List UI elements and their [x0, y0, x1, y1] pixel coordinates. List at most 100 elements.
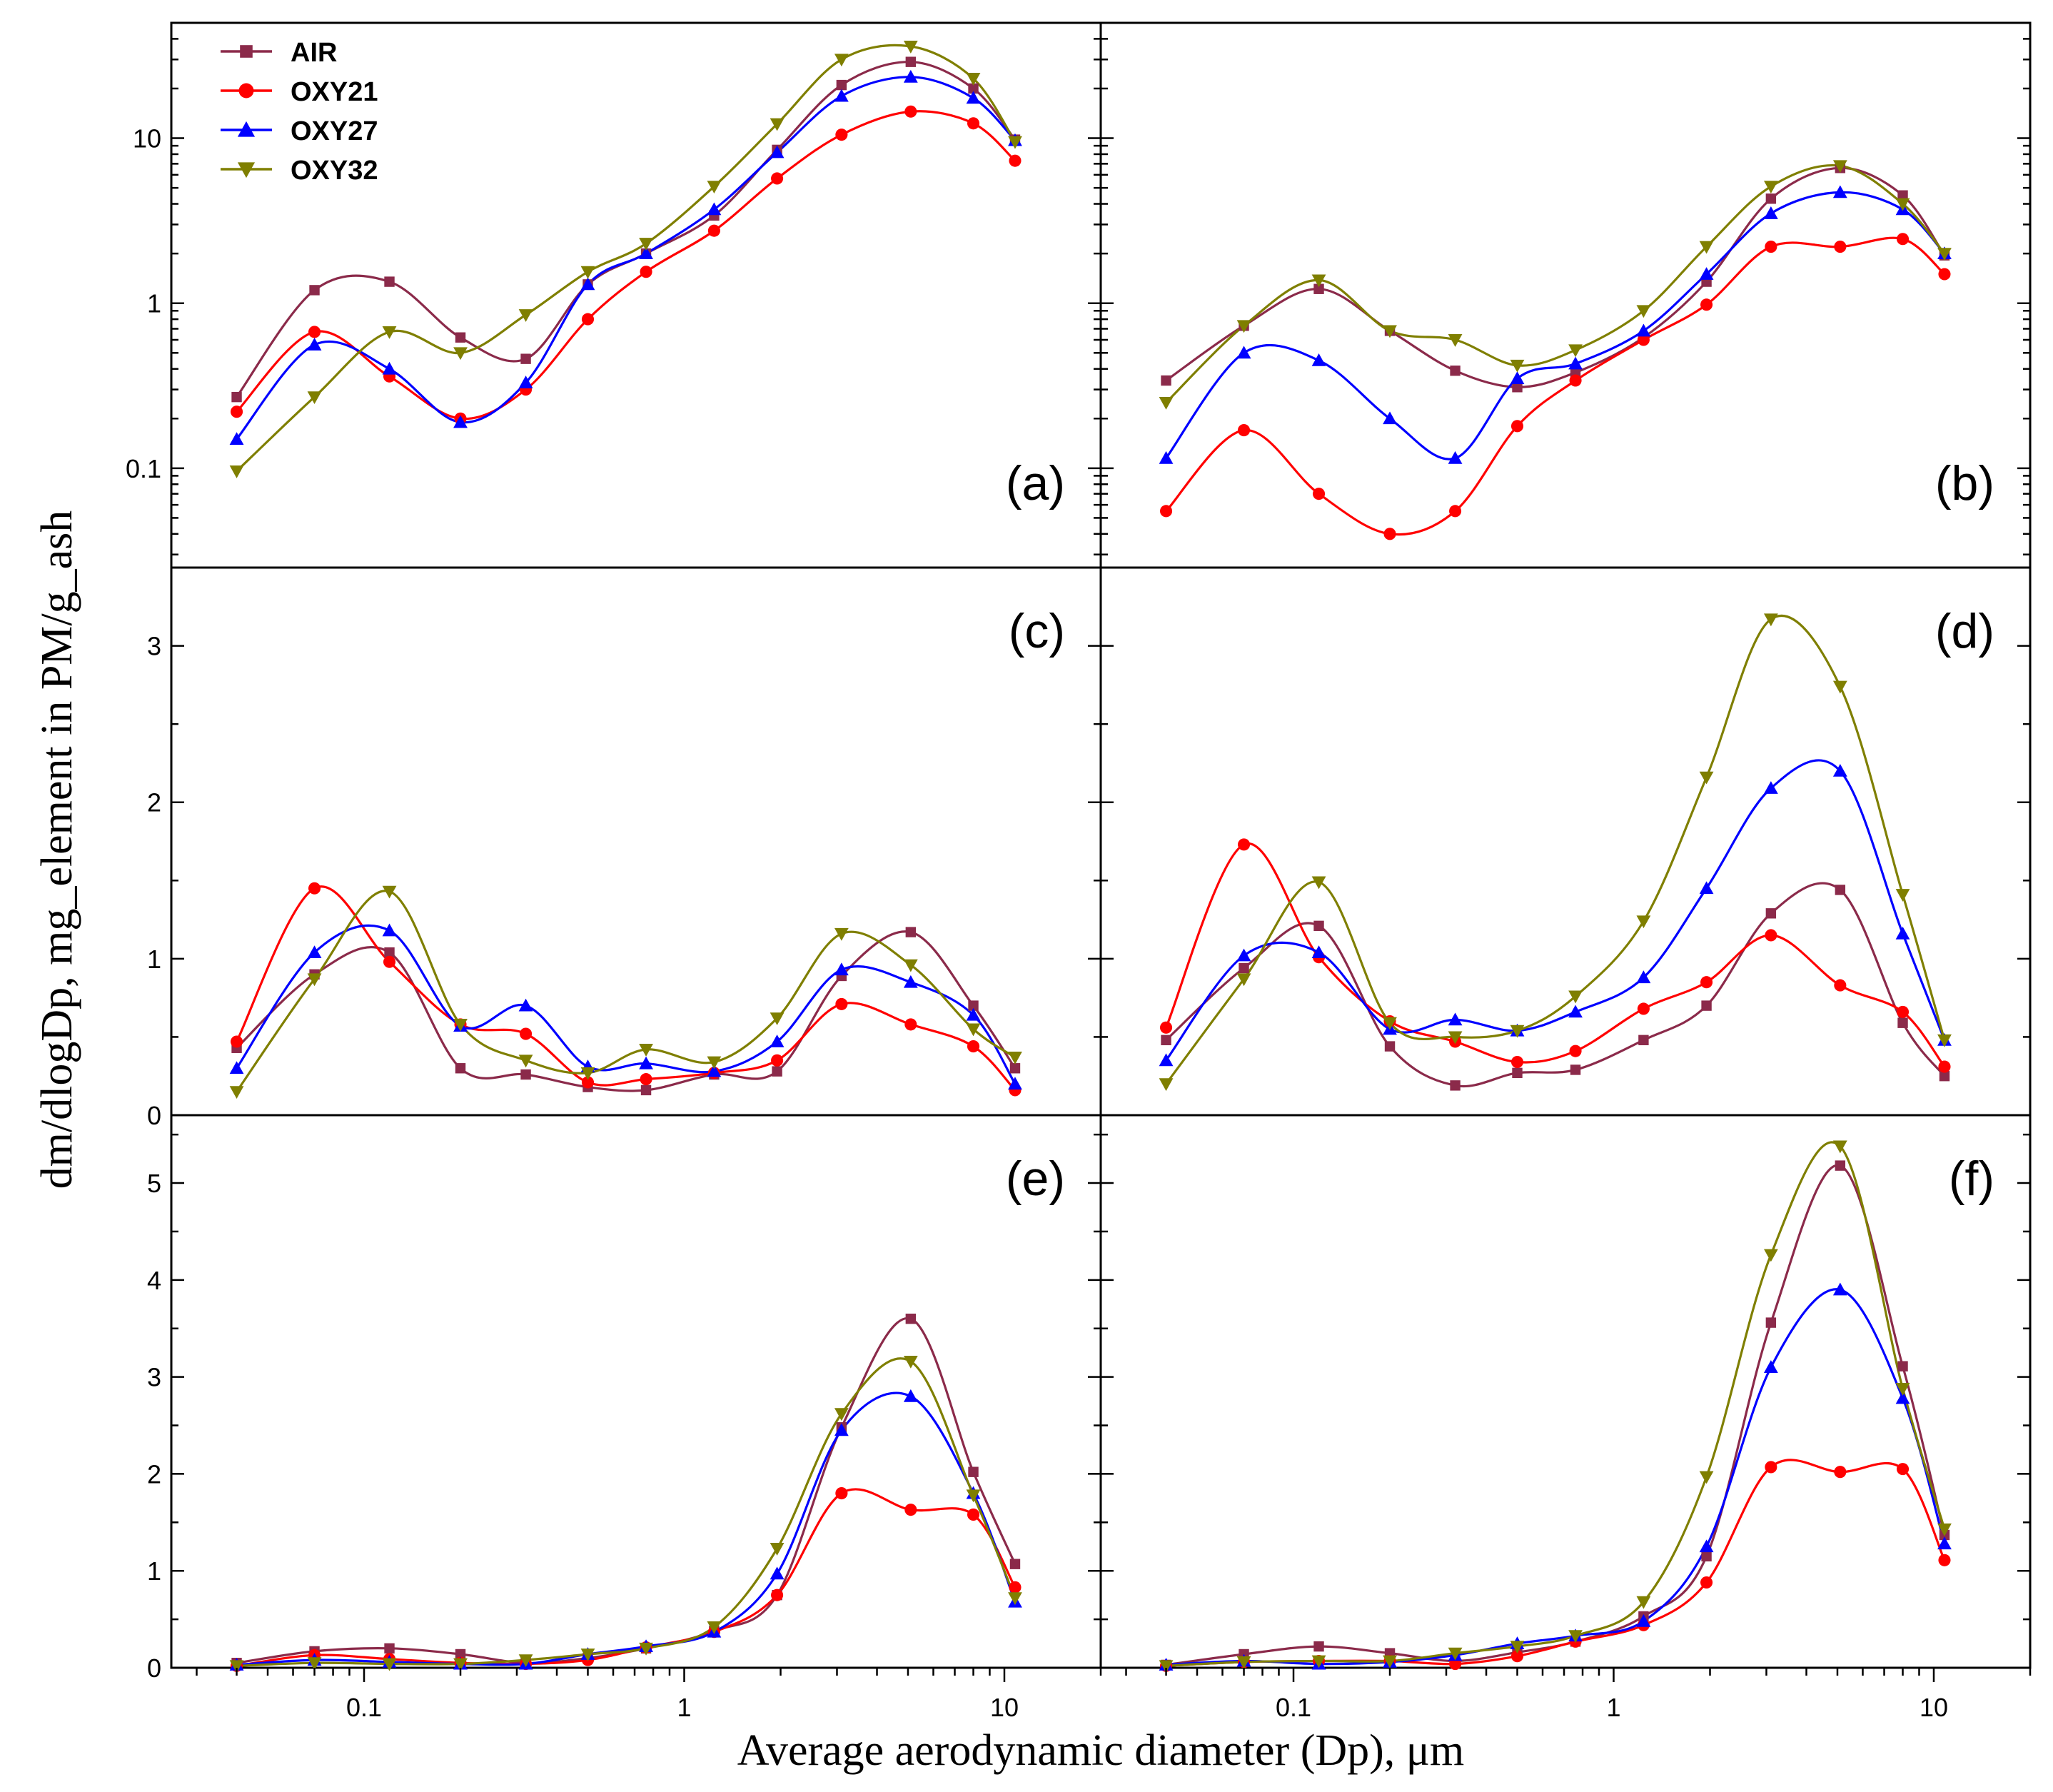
panel-a-series-air-point — [905, 56, 917, 67]
panel-d-series-oxy27-point — [1159, 1053, 1174, 1067]
panel-c-y-tick-label: 0 — [147, 1101, 161, 1130]
panel-a-series-oxy32-point — [707, 181, 722, 194]
panel-d-series-oxy21-point — [1510, 1055, 1524, 1069]
panel-e-y-tick-label: 5 — [147, 1169, 161, 1198]
panel-d-series-air-point — [1161, 1035, 1171, 1046]
panel-c-series-oxy32-point — [580, 1067, 595, 1080]
panel-e-y-tick-label: 1 — [147, 1556, 161, 1586]
panel-c-series-oxy27-line — [236, 924, 1017, 1085]
panel-d-series-oxy21-point — [1159, 1021, 1173, 1034]
panel-c-series-oxy32-point — [770, 1012, 785, 1026]
panel-d-series-oxy21-point — [1834, 979, 1847, 992]
panel-d-series-air-point — [1570, 1064, 1581, 1075]
panel-b-series-oxy21-point — [1834, 241, 1847, 253]
panel-c-series-oxy21-point — [904, 1018, 917, 1031]
panel-a-series-air-point — [309, 285, 320, 296]
panel-c-series-oxy27-point — [639, 1056, 653, 1069]
panel-b-series-oxy32-point — [1832, 160, 1847, 173]
panel-c-series-oxy27-point — [903, 975, 918, 988]
panel-f-frame — [1099, 1114, 2032, 1669]
panel-a-series-oxy32-point — [903, 41, 918, 54]
panel-b-series-oxy32-point — [1699, 241, 1714, 254]
panel-a-series-oxy32-point — [580, 266, 595, 279]
panel-a-series-oxy21-point — [771, 172, 784, 185]
panel-a-series-oxy27-point — [903, 69, 918, 83]
panel-c-series-oxy27-point — [1008, 1077, 1022, 1090]
panel-a-series-oxy32-point — [834, 54, 849, 67]
panel-a-series-oxy21-point — [967, 117, 980, 130]
panel-f-series-oxy21-point — [1896, 1463, 1910, 1476]
panel-e-series-oxy27-point — [834, 1423, 849, 1436]
panel-c-series-oxy32-point — [453, 1018, 468, 1032]
panel-d-series-oxy27-point — [1448, 1012, 1463, 1026]
panel-c-series-oxy21-line — [236, 885, 1017, 1092]
panel-e-series-oxy32-point — [229, 1660, 244, 1673]
panel-a-series-oxy27-point — [453, 415, 468, 428]
panel-c-series-oxy21-point — [520, 1027, 533, 1040]
panel-f-series-air-point — [1701, 1551, 1712, 1562]
panel-b-series-oxy32-point — [1236, 320, 1251, 333]
panel-e-y-tick-label: 0 — [147, 1653, 161, 1683]
panel-c-series-air-point — [905, 927, 917, 937]
panel-b-series-oxy32-point — [1510, 359, 1525, 373]
panel-c-series-oxy27-point — [707, 1064, 722, 1077]
panel-d-series-oxy21-point — [1938, 1060, 1951, 1073]
panel-a-series-oxy21-point — [1009, 154, 1022, 167]
panel-f-series-oxy27-point — [1636, 1614, 1651, 1627]
panel-d-series-oxy27-point — [1568, 1005, 1583, 1018]
panel-a-series-oxy27-point — [580, 277, 595, 291]
panel-b-series-air-point — [1313, 283, 1324, 294]
panel-a-series-oxy21-point — [230, 406, 243, 418]
panel-e-x-tick-label: 0.1 — [346, 1693, 382, 1722]
panel-f-series-oxy27-point — [1832, 1282, 1847, 1296]
panel-d-series-oxy21-point — [1569, 1045, 1582, 1057]
panel-c-series-air-point — [455, 1063, 466, 1074]
panel-b-series-oxy27-line — [1165, 191, 1946, 460]
panel-e-series-air-point — [455, 1648, 466, 1660]
panel-a-series-air-point — [520, 353, 531, 364]
panel-a-y-tick-label: 10 — [133, 124, 161, 153]
panel-a-series-air-point — [836, 79, 847, 91]
panel-f-series-oxy32-point — [1636, 1596, 1651, 1609]
panel-f-series-oxy27-point — [1763, 1360, 1778, 1373]
panel-c-series-oxy21-point — [383, 955, 396, 968]
panel-a-label: (a) — [1006, 456, 1065, 510]
panel-a-series-oxy32-point — [229, 465, 244, 478]
panel-b-series-oxy21-point — [1765, 241, 1777, 253]
panel-d-series-oxy32-point — [1236, 973, 1251, 987]
panel-f-series-oxy21-point — [1834, 1466, 1847, 1479]
panel-c-frame — [170, 566, 1102, 1117]
panel-a-series-oxy27-point — [966, 91, 981, 104]
panel-a-series-oxy32-point — [770, 118, 785, 131]
panel-d-series-oxy32-point — [1311, 876, 1326, 890]
panel-f-series-oxy27-point — [1699, 1539, 1714, 1553]
panel-e-series-oxy32-point — [382, 1658, 397, 1671]
panel-f-label: (f) — [1949, 1152, 1994, 1206]
panel-a-series-oxy32-point — [966, 73, 981, 86]
panel-a-series-oxy27-point — [229, 432, 244, 446]
panel-c-series-oxy27-point — [382, 923, 397, 937]
panel-c-series-air-point — [772, 1066, 782, 1077]
panel-d-series-oxy32-point — [1832, 680, 1847, 694]
panel-d-series-air-point — [1638, 1035, 1649, 1046]
panel-d-series-oxy32-point — [1159, 1078, 1174, 1092]
panel-b-series-oxy32-point — [1448, 334, 1463, 347]
legend-marker-air — [240, 45, 253, 58]
panel-b-series-oxy27-point — [1636, 323, 1651, 337]
panel-a-series-oxy21-point — [904, 105, 917, 118]
panel-e-series-oxy21-line — [236, 1488, 1017, 1667]
panel-f-series-oxy32-line — [1166, 1141, 1946, 1667]
panel-a-series-air-point — [455, 332, 466, 343]
panel-f-series-air-point — [1765, 1317, 1777, 1328]
panel-b-series-oxy21-point — [1383, 528, 1396, 540]
panel-c-series-air-point — [520, 1069, 531, 1080]
panel-f-series-oxy27-point — [1937, 1536, 1952, 1550]
panel-c-series-oxy21-point — [967, 1040, 980, 1053]
legend-label-oxy21: OXY21 — [291, 77, 378, 107]
panel-d-series-oxy27-point — [1636, 970, 1651, 984]
panel-b-series-oxy32-point — [1937, 248, 1952, 261]
panel-b-series-oxy27-point — [1699, 267, 1714, 280]
panel-d-series-air-point — [1450, 1080, 1461, 1091]
panel-c-label: (c) — [1009, 604, 1065, 658]
panel-a-series-oxy27-line — [236, 76, 1017, 441]
